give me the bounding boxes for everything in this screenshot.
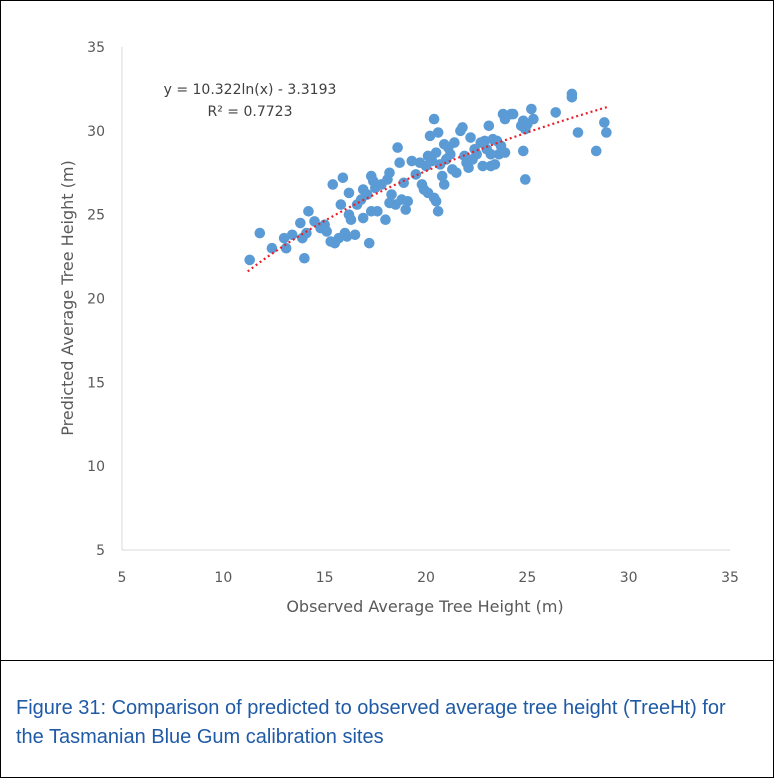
data-point	[278, 232, 290, 244]
x-tick-label: 15	[316, 570, 334, 586]
data-point	[349, 229, 361, 241]
x-tick-label: 35	[721, 570, 739, 586]
data-point	[398, 177, 410, 189]
data-point	[295, 217, 306, 229]
data-point	[449, 137, 460, 148]
data-point	[528, 113, 539, 125]
y-axis-title: Predicted Average Tree Height (m)	[58, 160, 77, 435]
data-point	[392, 142, 403, 153]
data-point	[432, 206, 444, 217]
data-point	[436, 170, 448, 182]
y-tick-label: 15	[87, 375, 105, 391]
x-tick-label: 30	[620, 570, 638, 586]
x-tick-label: 20	[417, 570, 435, 586]
data-point	[601, 127, 612, 138]
data-point	[299, 252, 310, 264]
data-point	[457, 122, 468, 133]
data-point	[303, 206, 314, 217]
data-point	[463, 162, 474, 174]
data-point	[507, 108, 519, 120]
y-tick-label: 20	[87, 292, 105, 308]
data-point	[361, 189, 373, 200]
plot-area: 5 10 15 20 25 30 35 5 10 15 20 25 30 35	[87, 40, 739, 586]
data-point	[327, 179, 339, 190]
data-point	[400, 204, 412, 215]
data-point	[341, 231, 353, 242]
data-point	[471, 149, 482, 160]
data-point	[572, 127, 584, 138]
data-point	[380, 214, 391, 225]
x-tick-label: 10	[214, 570, 232, 586]
data-point	[520, 174, 531, 185]
data-point	[566, 88, 578, 100]
data-point	[406, 155, 418, 167]
data-point	[266, 242, 278, 254]
data-point	[438, 179, 450, 190]
r-squared-label: R² = 0.7723	[208, 104, 293, 120]
data-point	[424, 130, 436, 142]
data-point	[309, 216, 320, 227]
y-tick-label: 5	[96, 543, 105, 559]
data-point	[337, 172, 349, 184]
x-tick-label: 5	[118, 570, 127, 586]
caption-divider	[0, 660, 774, 661]
data-point	[526, 103, 537, 115]
data-point	[426, 155, 438, 167]
data-point	[321, 226, 332, 237]
x-tick-label: 25	[518, 570, 536, 586]
data-point	[372, 206, 383, 217]
data-point	[489, 159, 501, 170]
data-point	[357, 212, 369, 224]
data-point	[244, 254, 255, 266]
y-tick-label: 30	[87, 124, 105, 140]
trendline	[247, 105, 609, 273]
data-point	[430, 147, 442, 158]
scatter-chart: 5 10 15 20 25 30 35 5 10 15 20 25 30 35 y = 10.322ln(…	[58, 40, 739, 616]
data-point	[430, 195, 442, 207]
data-point	[445, 149, 456, 160]
data-point	[345, 214, 357, 225]
data-point	[550, 107, 562, 118]
data-point	[590, 145, 602, 157]
figure-caption: Figure 31: Comparison of predicted to ob…	[16, 697, 726, 748]
data-point	[479, 135, 491, 147]
data-point	[477, 160, 489, 172]
data-point	[485, 149, 497, 160]
data-point	[402, 195, 414, 207]
data-point	[384, 167, 395, 179]
y-tick-label: 35	[87, 40, 105, 56]
y-tick-label: 10	[87, 459, 105, 475]
x-axis-title: Observed Average Tree Height (m)	[286, 597, 563, 616]
data-point	[301, 227, 312, 239]
data-point	[410, 169, 422, 180]
data-point	[465, 132, 476, 143]
data-point	[483, 120, 495, 132]
data-point	[451, 167, 462, 179]
data-point	[394, 157, 405, 168]
data-point	[335, 199, 347, 210]
y-tick-label: 25	[87, 208, 105, 224]
data-point	[599, 117, 610, 128]
data-point	[343, 187, 355, 199]
data-point	[280, 242, 292, 254]
data-point	[254, 227, 266, 239]
trendline-equation: y = 10.322ln(x) - 3.3193	[164, 82, 337, 98]
data-point	[286, 229, 298, 241]
data-point	[363, 237, 375, 249]
data-point	[428, 113, 440, 125]
data-point	[517, 145, 529, 157]
data-point	[432, 127, 444, 138]
data-point	[386, 189, 397, 200]
data-point	[499, 147, 511, 158]
